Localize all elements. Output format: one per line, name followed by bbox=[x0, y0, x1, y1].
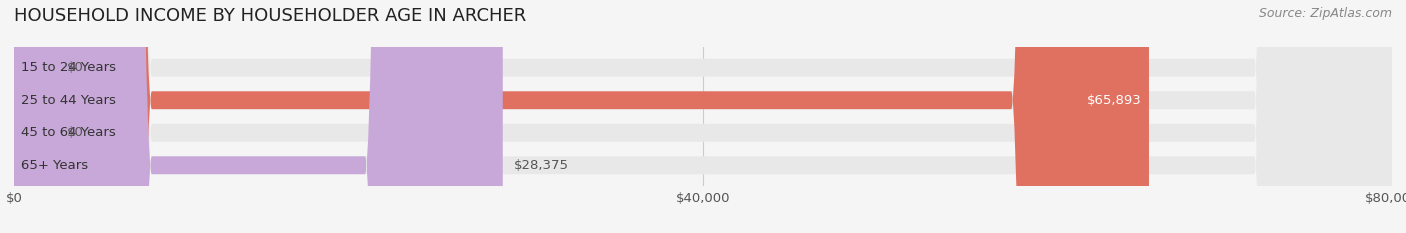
Text: $28,375: $28,375 bbox=[513, 159, 569, 172]
Text: $0: $0 bbox=[66, 126, 83, 139]
FancyBboxPatch shape bbox=[14, 0, 48, 233]
FancyBboxPatch shape bbox=[14, 0, 48, 233]
Text: HOUSEHOLD INCOME BY HOUSEHOLDER AGE IN ARCHER: HOUSEHOLD INCOME BY HOUSEHOLDER AGE IN A… bbox=[14, 7, 526, 25]
Text: 65+ Years: 65+ Years bbox=[21, 159, 89, 172]
FancyBboxPatch shape bbox=[14, 0, 1149, 233]
FancyBboxPatch shape bbox=[14, 0, 503, 233]
Text: $0: $0 bbox=[66, 61, 83, 74]
FancyBboxPatch shape bbox=[14, 0, 1392, 233]
Text: 15 to 24 Years: 15 to 24 Years bbox=[21, 61, 115, 74]
FancyBboxPatch shape bbox=[14, 0, 1392, 233]
Text: 25 to 44 Years: 25 to 44 Years bbox=[21, 94, 115, 107]
FancyBboxPatch shape bbox=[14, 0, 1392, 233]
Text: $65,893: $65,893 bbox=[1087, 94, 1142, 107]
FancyBboxPatch shape bbox=[14, 0, 1392, 233]
Text: 45 to 64 Years: 45 to 64 Years bbox=[21, 126, 115, 139]
Text: Source: ZipAtlas.com: Source: ZipAtlas.com bbox=[1258, 7, 1392, 20]
